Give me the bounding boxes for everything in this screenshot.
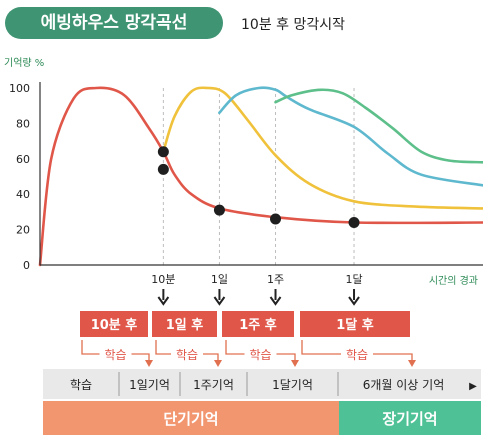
study-arrow-icon — [214, 360, 222, 367]
study-bracket-left — [301, 340, 341, 355]
review-box — [152, 311, 217, 337]
study-bracket-left — [81, 340, 100, 355]
y-tick-60: 60 — [16, 153, 30, 166]
down-arrow-icon — [269, 296, 282, 306]
x-tick-1일: 1일 — [211, 272, 228, 286]
y-tick-20: 20 — [16, 224, 30, 237]
study-bracket-left — [225, 340, 245, 355]
x-tick-1주: 1주 — [267, 273, 284, 286]
curve-blue — [218, 86, 483, 187]
page-title: 에빙하우스 망각곡선 — [5, 7, 223, 39]
timeline-bar — [43, 369, 481, 399]
short-term-label: 단기기억 — [163, 410, 218, 428]
data-point — [348, 217, 360, 229]
short-term-band — [43, 401, 339, 435]
review-box-label: 1주 후 — [239, 317, 277, 333]
curve-red — [38, 86, 483, 267]
study-arrow-icon — [291, 360, 299, 367]
y-tick-0: 0 — [23, 259, 30, 272]
data-point — [157, 163, 169, 175]
study-label: 학습 — [104, 348, 126, 362]
data-point — [270, 213, 282, 225]
study-label: 학습 — [176, 348, 198, 362]
x-tick-10분: 10분 — [151, 273, 175, 286]
study-bracket-right — [373, 353, 413, 363]
study-label: 학습 — [249, 348, 271, 362]
review-box-label: 10분 후 — [91, 317, 138, 333]
study-label: 학습 — [346, 348, 368, 362]
long-term-band — [339, 401, 481, 435]
x-tick-1달: 1달 — [345, 273, 362, 286]
y-tick-40: 40 — [16, 188, 30, 201]
curve-yellow — [162, 86, 483, 210]
y-tick-100: 100 — [9, 82, 30, 95]
review-box — [300, 311, 410, 337]
timeline-segment: 6개월 이상 기억 — [363, 378, 445, 392]
down-arrow-icon — [213, 296, 226, 306]
timeline-segment: 1일기억 — [129, 378, 170, 392]
review-box-label: 1달 후 — [336, 317, 374, 333]
study-arrow-icon — [145, 360, 153, 367]
timeline-segment: 1주기억 — [193, 378, 234, 392]
long-term-label: 장기기억 — [382, 410, 437, 428]
page-subtitle: 10분 후 망각시작 — [241, 17, 345, 33]
down-arrow-icon — [348, 296, 360, 306]
study-arrow-icon — [408, 360, 416, 367]
y-axis-label: 기억량 % — [4, 57, 44, 69]
review-box — [222, 311, 294, 337]
data-point — [213, 204, 225, 216]
timeline-segment: 1달기억 — [272, 378, 313, 392]
timeline-arrow-icon: ▶ — [469, 381, 477, 392]
down-arrow-icon — [157, 296, 170, 306]
curve-green — [274, 88, 483, 164]
review-box-label: 1일 후 — [166, 317, 204, 333]
review-box — [80, 311, 148, 337]
x-axis-label: 시간의 경과 — [429, 274, 478, 287]
study-bracket-left — [155, 340, 171, 355]
timeline-segment: 학습 — [70, 378, 92, 392]
data-point — [157, 146, 169, 158]
y-tick-80: 80 — [16, 117, 30, 130]
